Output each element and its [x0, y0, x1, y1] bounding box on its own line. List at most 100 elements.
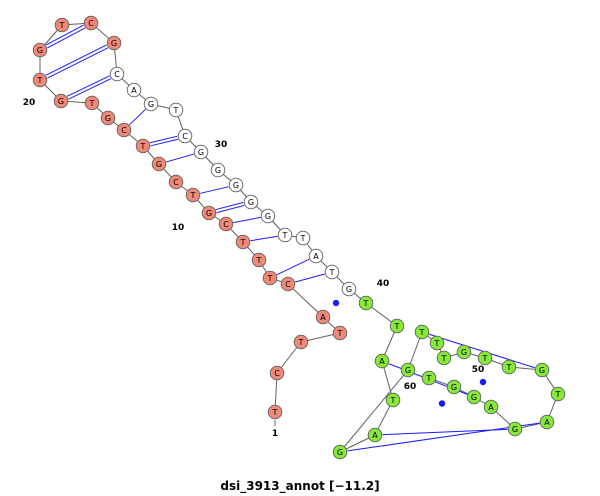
position-label-30: 30 — [215, 140, 228, 150]
nucleotide-letter: T — [506, 363, 512, 372]
nucleotide-letter: G — [215, 166, 221, 175]
nucleotide-circle — [53, 93, 69, 109]
nucleotide-circle — [421, 370, 437, 386]
nucleotide-letter: G — [337, 448, 343, 457]
nucleotide-circle — [168, 102, 184, 118]
gu-pair-dot — [332, 299, 340, 307]
position-label-text: 50 — [472, 365, 485, 375]
nucleotide-letter: C — [274, 369, 280, 378]
position-label-10: 10 — [172, 223, 185, 233]
nucleotide-circle — [251, 252, 267, 268]
nucleotide-letter: T — [441, 354, 447, 363]
nucleotide-letter: G — [405, 366, 411, 375]
au-pair-line — [428, 333, 536, 369]
nucleotide-circle — [429, 335, 445, 351]
nucleotide-letter: G — [471, 393, 477, 402]
position-labels: 1 10 20 30 40 50 60 — [23, 98, 485, 439]
nucleotide-21: G — [32, 42, 48, 58]
nucleotide-circle — [358, 295, 374, 311]
nucleotide-50: G — [456, 344, 472, 360]
nucleotide-letter: T — [363, 299, 369, 308]
nucleotide-circle — [507, 421, 523, 437]
nucleotide-circle — [135, 138, 151, 154]
nucleotide-circle — [477, 350, 493, 366]
position-label-20: 20 — [23, 98, 36, 108]
nucleotide-letter: T — [173, 106, 179, 115]
nucleotide-44: A — [367, 427, 383, 443]
nucleotide-letter: G — [206, 209, 212, 218]
au-pair-line — [250, 235, 278, 242]
nucleotide-letter: T — [419, 328, 425, 337]
base-pairs — [45, 24, 540, 452]
nucleotide-letter: T — [329, 268, 335, 277]
backbone-link — [339, 369, 409, 453]
nucleotide-circle — [534, 362, 550, 378]
nucleotide-28: T — [168, 102, 184, 118]
position-label-40: 40 — [377, 279, 390, 289]
nucleotide-letter: A — [488, 403, 494, 412]
au-pair-line — [233, 216, 261, 224]
nucleotide-10: C — [218, 216, 234, 232]
nucleotide-circle — [151, 156, 167, 172]
nucleotide-letter: G — [233, 181, 239, 190]
nucleotide-circle — [315, 309, 331, 325]
nucleotide-circle — [483, 399, 499, 415]
nucleotide-circle — [269, 365, 285, 381]
nucleotide-letter: C — [182, 132, 188, 141]
nucleotide-29: C — [177, 128, 193, 144]
nucleotide-circle — [385, 392, 401, 408]
nucleotide-circle — [367, 427, 383, 443]
au-pair-line — [295, 273, 325, 283]
nucleotide-11: G — [201, 205, 217, 221]
nucleotide-letter: C — [223, 220, 229, 229]
nucleotide-circle — [32, 72, 48, 88]
nucleotide-letter: A — [372, 431, 378, 440]
nucleotide-41: T — [389, 318, 405, 334]
nucleotide-circle — [32, 42, 48, 58]
nucleotide-13: C — [168, 174, 184, 190]
gu-pair-dot — [438, 400, 446, 407]
nucleotide-36: T — [295, 230, 311, 246]
nucleotide-letter: A — [131, 86, 137, 95]
nucleotide-letter: G — [58, 97, 64, 106]
gc-pair-line — [150, 138, 179, 147]
nucleotide-54: T — [550, 386, 566, 402]
nucleotide-5: A — [315, 309, 331, 325]
nucleotide-34: G — [260, 208, 276, 224]
nucleotide-letter: A — [544, 418, 550, 427]
nucleotide-letter: G — [451, 383, 457, 392]
nucleotide-7: T — [262, 270, 278, 286]
nucleotide-letter: C — [88, 19, 94, 28]
nucleotide-letter: T — [272, 408, 278, 417]
nucleotide-circle — [168, 174, 184, 190]
nucleotide-letter: A — [379, 357, 385, 366]
position-label-60: 60 — [404, 382, 417, 392]
nucleotide-circle — [235, 234, 251, 250]
nucleotide-letter: T — [482, 354, 488, 363]
nucleotide-letter: G — [512, 425, 518, 434]
au-pair-line — [129, 108, 146, 126]
nucleotide-4: T — [332, 325, 348, 341]
nucleotide-letter: G — [198, 148, 204, 157]
nucleotide-circle — [84, 95, 100, 111]
position-label-text: 40 — [377, 279, 390, 289]
position-label-text: 10 — [172, 223, 185, 233]
nucleotide-14: G — [151, 156, 167, 172]
nucleotide-letter: T — [267, 274, 273, 283]
nucleotide-48: T — [429, 335, 445, 351]
nucleotide-22: T — [54, 17, 70, 33]
nucleotide-15: T — [135, 138, 151, 154]
nucleotide-letter: T — [300, 234, 306, 243]
position-label-text: 60 — [404, 382, 417, 392]
nucleotide-45: G — [332, 444, 348, 460]
nucleotide-circle — [243, 194, 259, 210]
nucleotide-circle — [324, 264, 340, 280]
au-pair-line — [276, 258, 310, 276]
nucleotide-letter: T — [89, 99, 95, 108]
structure-title: dsi_3913_annot [−11.2] — [220, 479, 380, 493]
nucleotide-circle — [201, 205, 217, 221]
gc-pair-line — [215, 201, 244, 211]
nucleotide-circle — [126, 82, 142, 98]
nucleotide-circle — [341, 281, 357, 297]
